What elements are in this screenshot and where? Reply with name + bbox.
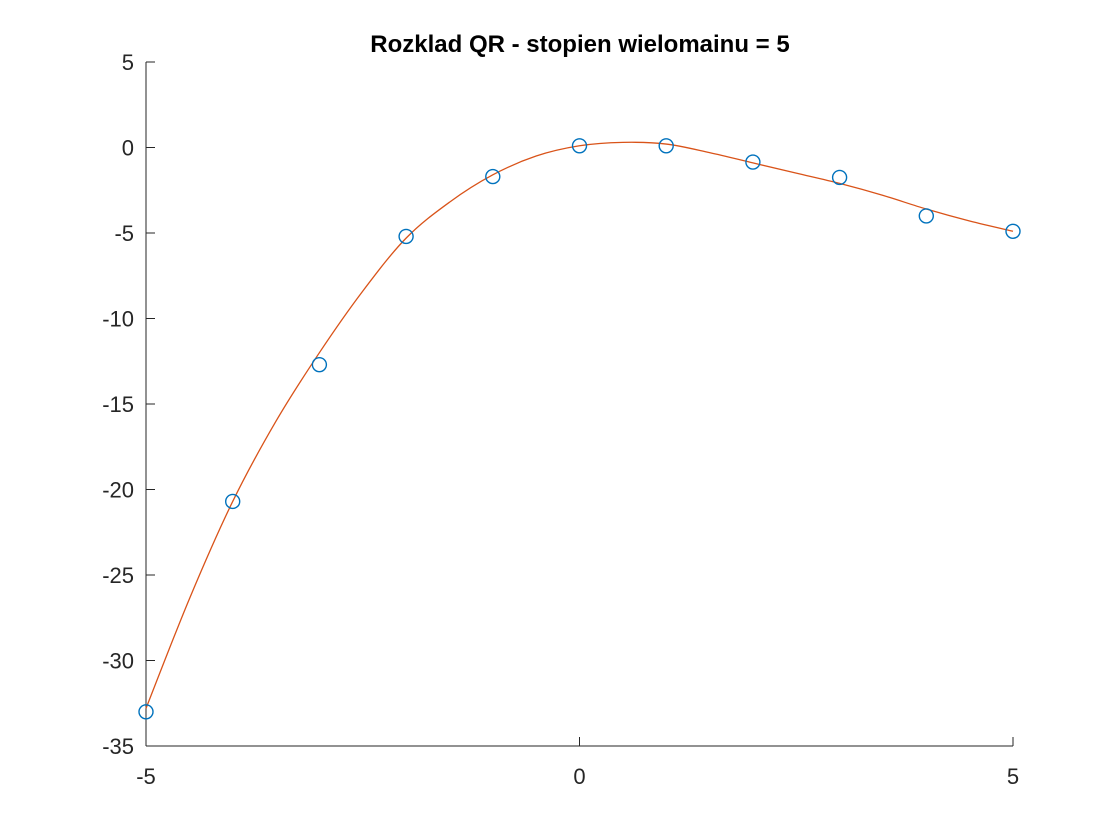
data-point	[398, 228, 414, 245]
x-tick-label: 5	[1007, 764, 1019, 789]
data-point	[138, 704, 154, 720]
axes: 50-5-10-15-20-25-30-35-5 0 5	[102, 50, 1019, 789]
data-point	[658, 138, 674, 154]
x-tick-label: -5	[136, 764, 156, 789]
y-tick-label: -10	[102, 307, 134, 332]
fitted-curve-path	[145, 141, 1014, 709]
data-point	[224, 493, 241, 510]
y-tick-label: -35	[102, 734, 134, 759]
data-point	[1005, 223, 1021, 239]
chart-title: Rozklad QR - stopien wielomainu = 5	[370, 31, 789, 58]
data-point	[918, 208, 934, 224]
fitted-curve	[145, 141, 1014, 709]
y-tick-label: 5	[122, 50, 134, 75]
data-point	[745, 154, 761, 170]
data-point	[485, 168, 501, 185]
data-point	[831, 169, 848, 186]
y-tick-label: 0	[122, 136, 134, 161]
data-point	[311, 356, 328, 373]
data-points	[138, 138, 1021, 720]
y-tick-label: -20	[102, 478, 134, 503]
x-tick-label: 0	[573, 764, 585, 789]
y-tick-label: -25	[102, 563, 134, 588]
y-tick-label: -15	[102, 392, 134, 417]
y-tick-label: -5	[114, 221, 134, 246]
data-point	[571, 138, 588, 154]
y-tick-label: -30	[102, 649, 134, 674]
